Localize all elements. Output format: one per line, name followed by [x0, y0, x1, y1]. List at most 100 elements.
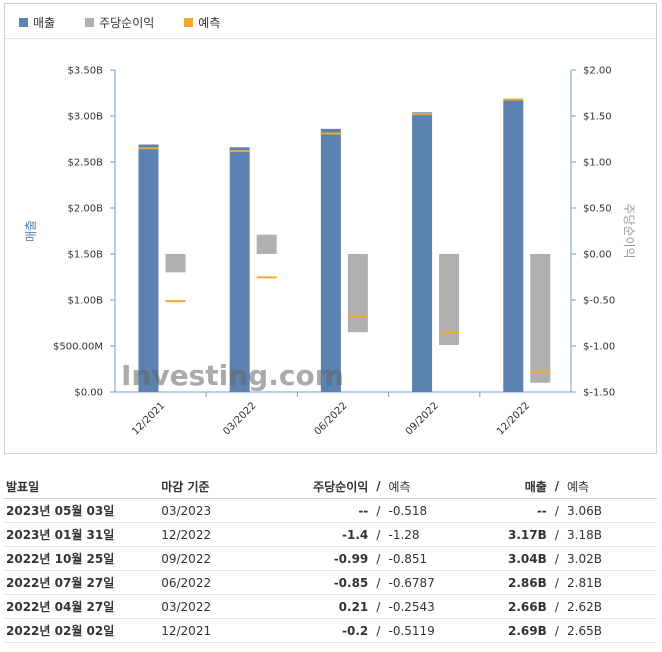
left-axis-title: 매출 — [24, 220, 38, 242]
left-tick-label: $1.00B — [68, 296, 104, 307]
investing-watermark: Investing.com — [121, 359, 344, 392]
row-eps-forecast: -0.518 — [386, 498, 481, 523]
left-tick-label: $500.00M — [53, 342, 103, 353]
table-header-row: 발표일 마감 기준 주당순이익 / 예측 매출 / 예측 — [4, 474, 657, 499]
revenue-bar — [320, 128, 341, 392]
revenue-bar — [229, 147, 250, 392]
row-eps-forecast: -0.5119 — [386, 618, 481, 643]
table-row: 2022년 07월 27일 06/2022 -0.85/-0.6787 2.86B/2… — [4, 570, 657, 595]
legend-eps-swatch — [85, 17, 95, 27]
eps-bar — [165, 254, 186, 273]
legend-revenue-swatch — [19, 17, 28, 27]
header-eps-sep: / — [370, 474, 387, 499]
left-tick-label: $3.50B — [68, 66, 104, 77]
row-date: 2023년 01월 31일 — [4, 522, 160, 547]
legend-eps-label: 주당순이익 — [99, 15, 155, 30]
eps-bar — [439, 254, 460, 346]
row-eps-forecast: -0.2543 — [386, 594, 481, 619]
row-rev-sep: / — [548, 570, 565, 595]
right-tick-label: $-0.50 — [583, 296, 615, 307]
chart-plot-area: $0.00 $500.00M $1.00B $1.50B $2.00B $2.50B $3.… — [24, 66, 636, 438]
legend-divider — [5, 38, 656, 39]
row-rev-sep: / — [548, 498, 565, 523]
row-eps-sep: / — [370, 618, 387, 643]
legend-forecast[interactable]: 예측 — [184, 14, 220, 31]
left-tick-label: $0.00 — [74, 388, 103, 399]
left-tick-label: $1.50B — [68, 250, 104, 261]
eps-bar — [530, 254, 551, 383]
legend-forecast-label: 예측 — [198, 15, 221, 30]
row-revenue: 2.86B — [480, 570, 549, 595]
row-period: 06/2022 — [159, 570, 287, 595]
header-date[interactable]: 발표일 — [4, 474, 160, 499]
row-date: 2023년 05월 03일 — [4, 498, 160, 523]
right-tick-label: $1.00 — [583, 158, 612, 169]
row-eps: -0.85 — [286, 570, 371, 595]
table-row: 2023년 05월 03일 03/2023 -- / -0.518 --/3.06B — [4, 498, 657, 523]
earnings-table: 발표일 마감 기준 주당순이익 / 예측 매출 / 예측 2023년 05월 0… — [4, 474, 657, 643]
row-period: 09/2022 — [159, 546, 287, 571]
row-revenue-forecast: 2.81B — [565, 570, 657, 595]
eps-bar — [256, 234, 277, 254]
row-eps-forecast: -1.28 — [386, 522, 481, 547]
x-tick-label: 12/2021 — [130, 400, 167, 437]
header-eps[interactable]: 주당순이익 — [286, 474, 371, 499]
header-revenue[interactable]: 매출 — [480, 474, 549, 499]
row-eps-sep: / — [370, 570, 387, 595]
row-date: 2022년 02월 02일 — [4, 618, 160, 643]
row-period: 12/2021 — [159, 618, 287, 643]
revenue-bar — [503, 100, 524, 393]
row-date: 2022년 04월 27일 — [4, 594, 160, 619]
row-eps-sep: / — [370, 546, 387, 571]
right-tick-label: $0.50 — [583, 204, 612, 215]
row-rev-sep: / — [548, 618, 565, 643]
chart-legend: 매출 주당순이익 예측 — [19, 12, 250, 32]
legend-forecast-swatch — [184, 17, 194, 27]
row-date: 2022년 10월 25일 — [4, 546, 160, 571]
table-row: 2022년 10월 25일 09/2022 -0.99/-0.851 3.04B/3.… — [4, 546, 657, 571]
x-tick-label: 03/2022 — [221, 400, 258, 437]
row-eps: -0.99 — [286, 546, 371, 571]
row-revenue: 3.17B — [480, 522, 549, 547]
right-tick-label: $0.00 — [583, 250, 612, 261]
legend-eps[interactable]: 주당순이익 — [85, 14, 154, 31]
x-tick-label: 09/2022 — [404, 400, 441, 437]
legend-revenue[interactable]: 매출 — [19, 14, 55, 31]
header-period[interactable]: 마감 기준 — [159, 474, 287, 499]
right-tick-label: $-1.50 — [583, 388, 615, 399]
table-row: 2023년 01월 31일 12/2022 -1.4/-1.28 3.17B/3.18… — [4, 522, 657, 547]
header-revenue-forecast[interactable]: 예측 — [565, 474, 657, 499]
row-revenue: 2.69B — [480, 618, 549, 643]
row-revenue-forecast: 2.62B — [565, 594, 657, 619]
header-rev-sep: / — [548, 474, 565, 499]
row-revenue-forecast: 3.18B — [565, 522, 657, 547]
row-revenue: -- — [480, 498, 549, 523]
left-tick-label: $2.50B — [68, 158, 104, 169]
row-eps: 0.21 — [286, 594, 371, 619]
revenue-bar — [412, 112, 433, 392]
right-tick-label: $2.00 — [583, 66, 612, 77]
x-tick-label: 06/2022 — [313, 400, 350, 437]
row-date: 2022년 07월 27일 — [4, 570, 160, 595]
row-eps-sep: / — [370, 498, 387, 523]
row-revenue: 3.04B — [480, 546, 549, 571]
row-eps-forecast: -0.6787 — [386, 570, 481, 595]
row-eps-sep: / — [370, 522, 387, 547]
table-row: 2022년 02월 02일 12/2021 -0.2/-0.5119 2.69B/2.… — [4, 618, 657, 643]
row-revenue-forecast: 3.06B — [565, 498, 657, 523]
earnings-chart: 매출 주당순이익 예측 $0.00 $500.00M $1.00B $1.50B $2.… — [4, 3, 657, 454]
row-rev-sep: / — [548, 546, 565, 571]
left-tick-label: $2.00B — [68, 204, 104, 215]
table-row: 2022년 04월 27일 03/2022 0.21/-0.2543 2.66B/2.… — [4, 594, 657, 619]
right-tick-label: $1.50 — [583, 112, 612, 123]
row-revenue: 2.66B — [480, 594, 549, 619]
revenue-bar — [138, 144, 159, 392]
header-eps-forecast[interactable]: 예측 — [386, 474, 481, 499]
row-eps-forecast: -0.851 — [386, 546, 481, 571]
row-revenue-forecast: 3.02B — [565, 546, 657, 571]
x-tick-label: 12/2022 — [495, 400, 532, 437]
row-rev-sep: / — [548, 594, 565, 619]
right-tick-label: $-1.00 — [583, 342, 615, 353]
row-eps-sep: / — [370, 594, 387, 619]
eps-bar — [347, 254, 368, 333]
